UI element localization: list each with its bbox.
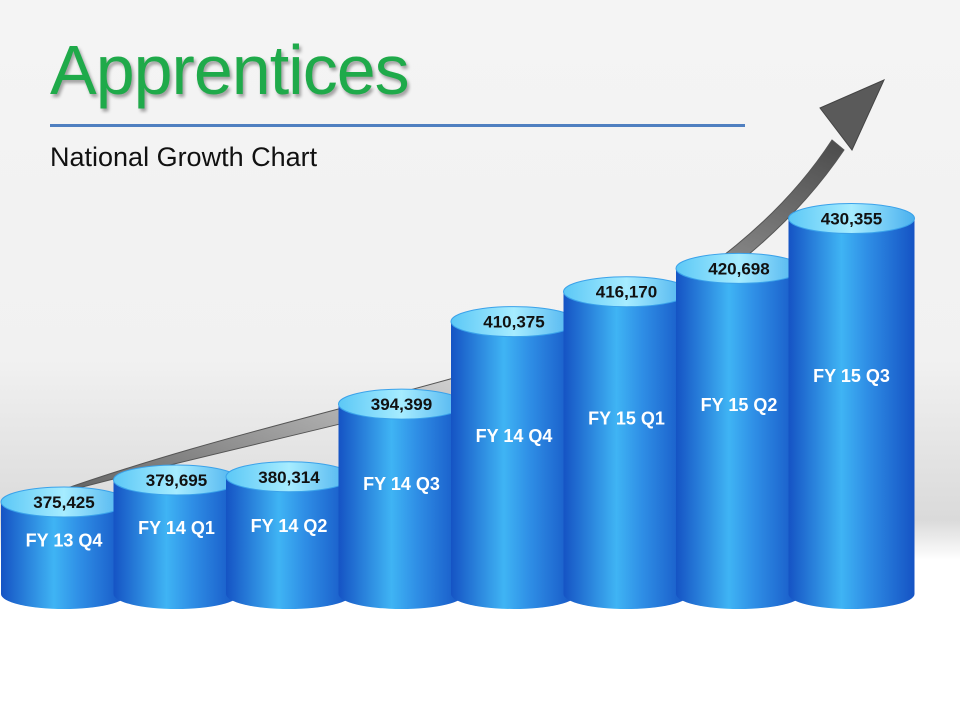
value-label: 379,695 xyxy=(146,471,207,490)
category-label: FY 14 Q1 xyxy=(138,518,215,538)
bar-0: 375,425 FY 13 Q4 xyxy=(0,486,128,609)
category-label: FY 15 Q2 xyxy=(701,395,778,415)
bar-1: 379,695 FY 14 Q1 xyxy=(113,464,240,610)
category-label: FY 13 Q4 xyxy=(26,531,103,551)
value-label: 416,170 xyxy=(596,283,657,302)
bar-7: 430,355 FY 15 Q3 xyxy=(788,202,915,610)
category-label: FY 15 Q1 xyxy=(588,409,665,429)
value-label: 410,375 xyxy=(483,313,544,332)
bar-body xyxy=(1,502,127,609)
category-label: FY 15 Q3 xyxy=(813,366,890,386)
bar-body xyxy=(676,268,802,609)
bar-body xyxy=(451,321,577,609)
slide-title: Apprentices xyxy=(50,31,410,109)
bar-body xyxy=(788,218,915,610)
title-underline xyxy=(50,124,745,127)
bar-body xyxy=(563,291,690,610)
value-label: 380,314 xyxy=(258,468,320,487)
value-label: 430,355 xyxy=(821,209,882,228)
bar-6: 420,698 FY 15 Q2 xyxy=(675,252,803,609)
category-label: FY 14 Q3 xyxy=(363,474,440,494)
value-label: 375,425 xyxy=(33,493,94,512)
category-label: FY 14 Q4 xyxy=(476,426,553,446)
bar-body xyxy=(226,476,352,609)
bar-5: 416,170 FY 15 Q1 xyxy=(563,276,690,610)
category-label: FY 14 Q2 xyxy=(251,516,328,536)
value-label: 420,698 xyxy=(708,259,769,278)
value-label: 394,399 xyxy=(371,395,432,414)
trend-arrow-head xyxy=(819,79,885,151)
bar-4: 410,375 FY 14 Q4 xyxy=(450,306,578,609)
slide-subtitle: National Growth Chart xyxy=(50,142,318,172)
bar-body xyxy=(113,479,240,610)
bar-3: 394,399 FY 14 Q3 xyxy=(338,388,465,610)
bar-top xyxy=(788,202,915,234)
bar-2: 380,314 FY 14 Q2 xyxy=(225,461,353,609)
bar-body xyxy=(338,404,465,610)
